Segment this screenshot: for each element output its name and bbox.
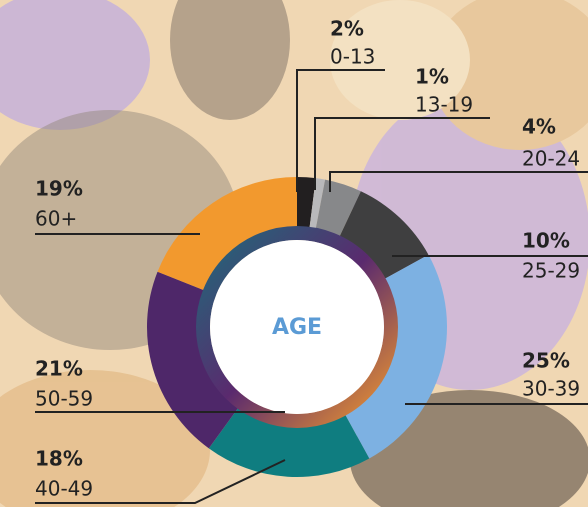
value-label: 19%	[35, 177, 83, 201]
category-label: 25-29	[522, 259, 580, 283]
category-label: 0-13	[330, 45, 375, 69]
value-label: 18%	[35, 447, 83, 471]
value-label: 21%	[35, 357, 83, 381]
value-label: 4%	[522, 115, 556, 139]
category-label: 50-59	[35, 387, 93, 411]
value-label: 1%	[415, 65, 449, 89]
category-label: 20-24	[522, 147, 580, 171]
category-label: 40-49	[35, 477, 93, 501]
value-label: 2%	[330, 17, 364, 41]
category-label: 30-39	[522, 377, 580, 401]
value-label: 25%	[522, 349, 570, 373]
category-label: 13-19	[415, 93, 473, 117]
category-label: 60+	[35, 207, 77, 231]
chart: AGE 2% 0-13 1% 13-19 4% 20-24 10% 25-29 25% 30-39…	[0, 0, 588, 507]
center-label: AGE	[272, 315, 322, 340]
value-label: 10%	[522, 229, 570, 253]
